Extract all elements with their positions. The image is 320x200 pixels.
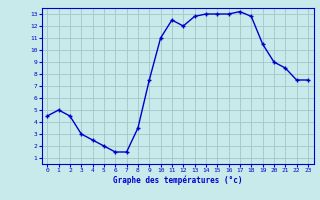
X-axis label: Graphe des températures (°c): Graphe des températures (°c) bbox=[113, 176, 242, 185]
